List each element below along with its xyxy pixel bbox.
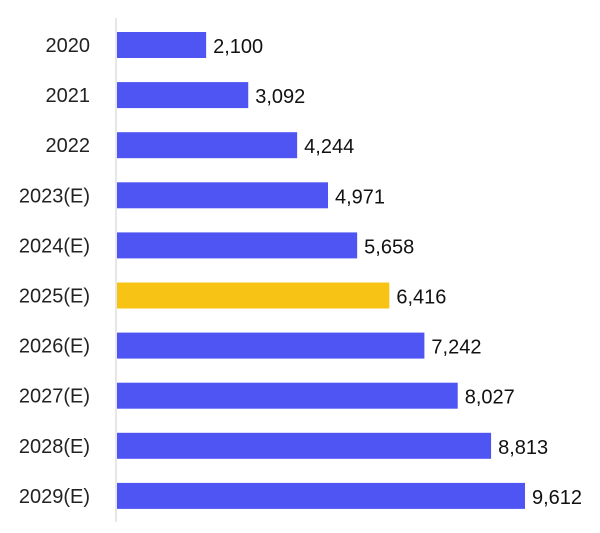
category-label: 2028(E) [19,436,90,458]
value-label: 8,027 [465,387,515,409]
bar-2027e [117,382,458,409]
value-label: 5,658 [364,236,414,258]
value-label: 3,092 [255,86,305,108]
bar-2021 [117,82,249,109]
category-label: 2027(E) [19,386,90,408]
value-label: 2,100 [213,36,263,58]
bar-2023e [117,182,329,209]
value-label: 4,971 [335,186,385,208]
value-label: 8,813 [498,437,548,459]
bar-2025e [117,282,390,309]
bar-2028e [117,432,492,459]
category-labels-group: 2020 2021 2022 2023(E) 2024(E) 2025(E) 2026(E)… [19,35,90,508]
value-labels-group: 2,100 3,092 4,244 4,971 5,658 6,416 7,242 8,027… [213,36,582,509]
value-label: 6,416 [396,287,446,309]
bar-2020 [117,32,207,58]
value-label: 4,244 [304,136,354,158]
category-label: 2026(E) [19,336,90,358]
value-label: 7,242 [431,337,481,359]
category-label: 2020 [46,35,91,57]
category-label: 2024(E) [19,235,90,257]
category-label: 2023(E) [19,185,90,207]
bar-2026e [117,332,425,359]
bar-2024e [117,232,358,259]
bar-2029e [117,482,525,509]
value-label: 9,612 [532,487,582,509]
category-label: 2029(E) [19,486,90,508]
bars-group [117,32,525,509]
bar-2022 [117,132,298,159]
category-label: 2025(E) [19,286,90,308]
category-label: 2021 [46,85,91,107]
category-label: 2022 [46,135,91,157]
